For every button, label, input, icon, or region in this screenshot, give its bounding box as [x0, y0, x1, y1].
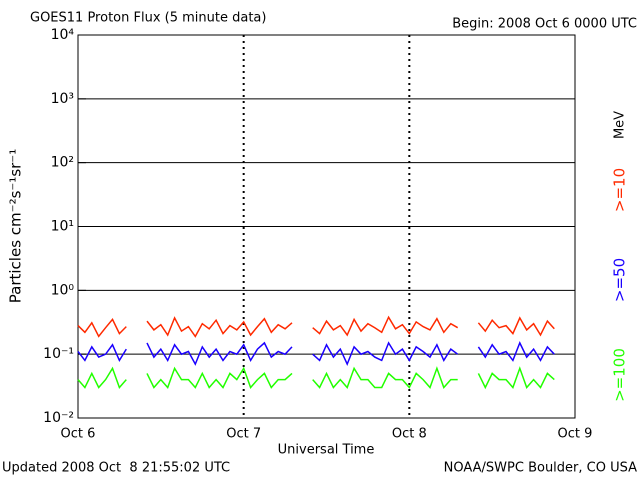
series-line [77, 341, 555, 366]
series-line [77, 315, 555, 338]
y-tick-label: 10⁻¹ [43, 346, 74, 362]
footer-right: NOAA/SWPC Boulder, CO USA [444, 461, 637, 476]
x-axis-label: Universal Time [278, 443, 375, 458]
y-tick-label: 10² [51, 155, 74, 171]
footer-left: Updated 2008 Oct 8 21:55:02 UTC [2, 461, 230, 476]
chart-title: GOES11 Proton Flux (5 minute data) [30, 11, 266, 26]
legend-entry: >=100 [611, 348, 629, 402]
y-tick-label: 10⁴ [51, 27, 75, 43]
x-tick-label: Oct 8 [392, 427, 427, 442]
y-tick-label: 10³ [51, 91, 74, 107]
y-axis-label: Particles cm⁻²s⁻¹sr⁻¹ [7, 149, 25, 303]
chart-subtitle: Begin: 2008 Oct 6 0000 UTC [452, 17, 637, 32]
series-line [77, 366, 555, 390]
x-tick-label: Oct 6 [61, 427, 96, 442]
y-tick-label: 10⁻² [43, 410, 74, 426]
legend-entry: >=10 [611, 168, 629, 212]
x-tick-label: Oct 7 [226, 427, 261, 442]
y-tick-label: 10⁰ [51, 282, 75, 298]
x-tick-label: Oct 9 [558, 427, 593, 442]
legend-entry: >=50 [611, 258, 629, 302]
y-tick-label: 10¹ [51, 219, 74, 235]
legend-title: MeV [613, 111, 628, 139]
